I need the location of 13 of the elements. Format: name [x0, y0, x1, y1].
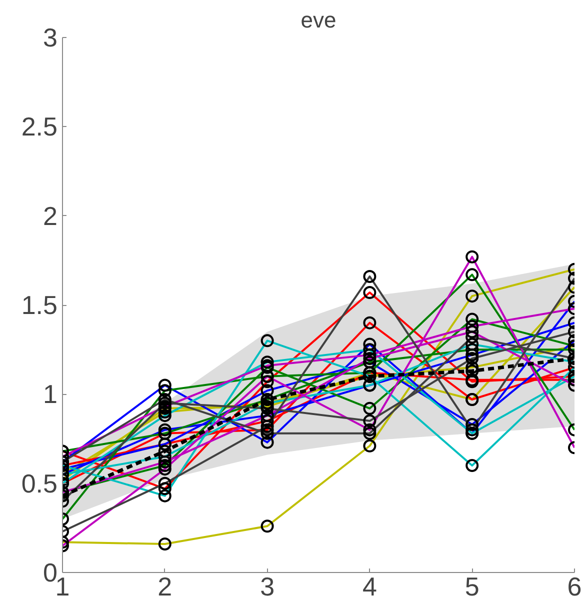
chart-title: eve [300, 8, 336, 32]
y-tick-label: 1 [43, 379, 58, 410]
x-tick-label: 6 [567, 572, 582, 602]
x-tick-label: 3 [260, 572, 275, 602]
y-tick-label: 0.5 [21, 468, 58, 498]
y-tick-label: 0 [43, 558, 58, 588]
x-tick-label: 5 [464, 572, 480, 602]
y-tick-label: 2.5 [21, 112, 58, 142]
y-tick-label: 1.5 [21, 290, 58, 320]
x-tick-label: 2 [158, 572, 172, 602]
x-tick-label: 4 [362, 572, 377, 602]
y-tick-label: 3 [43, 22, 58, 52]
y-tick-label: 2 [43, 200, 58, 231]
